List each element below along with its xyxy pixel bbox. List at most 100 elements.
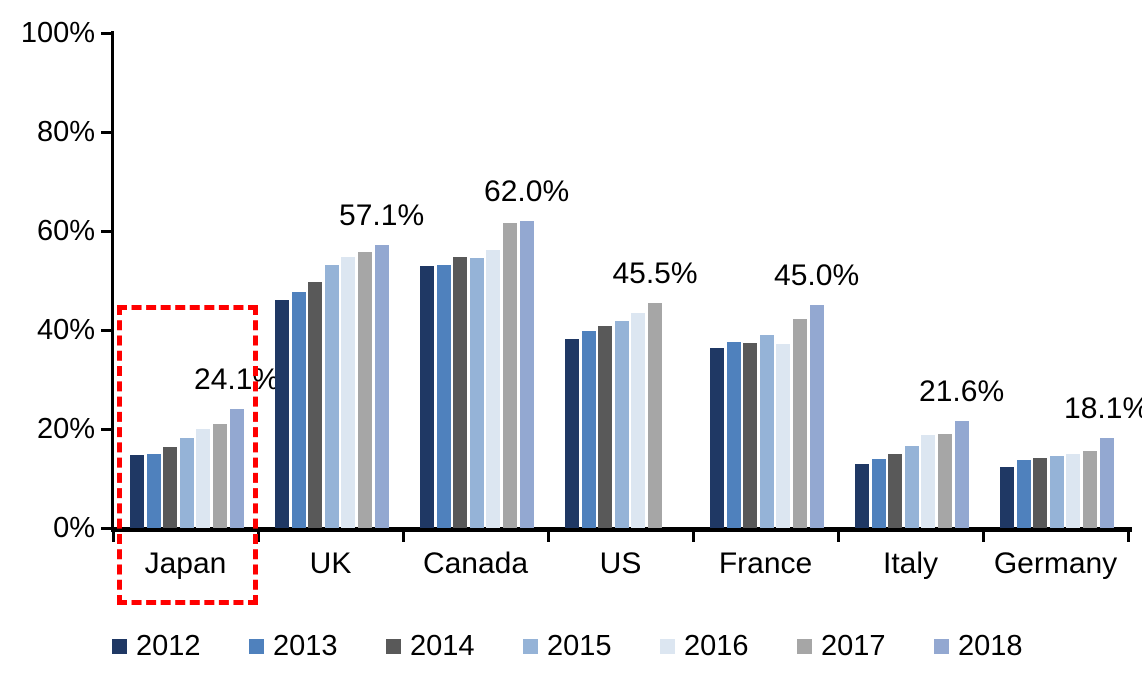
bar-japan-2013 — [146, 454, 161, 528]
legend-swatch-2018 — [934, 639, 949, 654]
y-tick-mark-40% — [101, 329, 113, 332]
legend-item-2018: 2018 — [934, 632, 1071, 661]
bar-france-2017 — [793, 319, 807, 528]
bar-italy-2018 — [954, 421, 969, 528]
bar-germany-2017 — [1083, 450, 1097, 528]
data-label-us: 45.5% — [612, 256, 698, 290]
legend-swatch-2016 — [660, 639, 675, 654]
legend-swatch-2012 — [112, 639, 127, 654]
y-tick-label-100%: 100% — [20, 17, 95, 49]
bar-japan-2018 — [229, 408, 244, 528]
bar-uk-2012 — [275, 299, 289, 528]
legend-label-2016: 2016 — [684, 630, 749, 662]
legend-label-2015: 2015 — [547, 630, 612, 662]
data-label-germany: 18.1% — [1064, 392, 1142, 426]
legend-item-2012: 2012 — [112, 632, 249, 661]
bar-canada-2015 — [469, 258, 484, 528]
legend-item-2013: 2013 — [249, 632, 386, 661]
y-tick-label-20%: 20% — [36, 413, 95, 445]
category-label-uk: UK — [309, 547, 352, 580]
x-tick-mark-7 — [1127, 532, 1130, 542]
bar-us-2016 — [631, 312, 646, 528]
y-tick-mark-100% — [101, 32, 113, 35]
bar-italy-2012 — [855, 463, 869, 528]
x-tick-mark-1 — [257, 532, 260, 542]
bar-italy-2014 — [888, 453, 903, 528]
y-tick-label-0%: 0% — [53, 512, 95, 544]
bar-france-2018 — [809, 305, 824, 528]
legend-swatch-2013 — [249, 639, 264, 654]
data-label-uk: 57.1% — [339, 199, 425, 233]
bar-group-france: 45.0% — [693, 33, 859, 528]
bar-germany-2014 — [1033, 458, 1048, 528]
y-tick-mark-60% — [101, 230, 113, 233]
x-tick-mark-3 — [547, 532, 550, 542]
bar-group-canada: 62.0% — [403, 33, 569, 528]
bar-uk-2017 — [358, 252, 372, 528]
bar-us-2012 — [565, 339, 579, 528]
bar-france-2015 — [759, 334, 774, 528]
bar-japan-2017 — [213, 424, 227, 528]
bar-germany-2018 — [1099, 438, 1114, 528]
bar-uk-2013 — [291, 291, 306, 528]
x-tick-mark-0 — [112, 532, 115, 542]
y-tick-label-80%: 80% — [36, 116, 95, 148]
legend-label-2013: 2013 — [273, 630, 338, 662]
y-axis-line — [111, 31, 114, 531]
x-axis-line — [111, 527, 1132, 532]
plot-area: 24.1% 57.1% 62.0% 45.5% 45.0% 21.6% 18.1% — [113, 33, 1142, 528]
bar-group-italy: 21.6% — [838, 33, 1004, 528]
category-label-italy: Italy — [882, 547, 939, 580]
bar-canada-2014 — [453, 257, 468, 528]
legend-item-2014: 2014 — [386, 632, 523, 661]
bar-us-2014 — [598, 325, 613, 528]
bar-canada-2016 — [486, 250, 501, 528]
legend-label-2017: 2017 — [821, 630, 886, 662]
data-label-japan: 24.1% — [194, 362, 280, 396]
bar-group-japan: 24.1% — [113, 33, 279, 528]
bar-uk-2015 — [324, 265, 339, 528]
bar-italy-2013 — [871, 459, 886, 528]
legend-item-2016: 2016 — [660, 632, 797, 661]
y-tick-mark-80% — [101, 131, 113, 134]
y-tick-label-40%: 40% — [36, 314, 95, 346]
legend-label-2018: 2018 — [958, 630, 1023, 662]
bar-france-2016 — [776, 344, 791, 528]
bar-group-germany: 18.1% — [983, 33, 1142, 528]
bar-uk-2016 — [341, 257, 356, 528]
bar-us-2015 — [614, 320, 629, 528]
bar-germany-2013 — [1016, 459, 1031, 528]
y-tick-mark-20% — [101, 428, 113, 431]
legend-label-2012: 2012 — [136, 630, 201, 662]
bar-germany-2016 — [1066, 453, 1081, 528]
highlight-box-japan — [117, 305, 258, 606]
bar-uk-2018 — [374, 245, 389, 528]
bar-canada-2018 — [519, 221, 534, 528]
bar-canada-2013 — [436, 264, 451, 528]
bar-france-2014 — [743, 342, 758, 528]
bar-germany-2015 — [1049, 456, 1064, 528]
data-label-canada: 62.0% — [484, 175, 570, 209]
x-tick-mark-4 — [692, 532, 695, 542]
x-tick-mark-6 — [982, 532, 985, 542]
legend-swatch-2015 — [523, 639, 538, 654]
bar-japan-2015 — [179, 438, 194, 528]
category-label-us: US — [599, 547, 642, 580]
bar-japan-2016 — [196, 429, 211, 528]
x-tick-mark-2 — [402, 532, 405, 542]
bar-italy-2017 — [938, 434, 952, 528]
x-tick-mark-5 — [837, 532, 840, 542]
bar-france-2013 — [726, 342, 741, 528]
bar-canada-2017 — [503, 223, 517, 528]
bar-germany-2012 — [1000, 467, 1014, 528]
bar-canada-2012 — [420, 266, 434, 528]
bar-japan-2012 — [130, 455, 144, 528]
bar-group-uk: 57.1% — [258, 33, 424, 528]
bar-us-2017 — [648, 302, 662, 528]
legend: 2012 2013 2014 2015 2016 2017 2018 — [112, 632, 1071, 661]
bar-uk-2014 — [308, 281, 323, 528]
category-label-france: France — [718, 547, 813, 580]
bar-italy-2016 — [921, 435, 936, 528]
data-label-italy: 21.6% — [919, 375, 1005, 409]
category-label-canada: Canada — [422, 547, 529, 580]
